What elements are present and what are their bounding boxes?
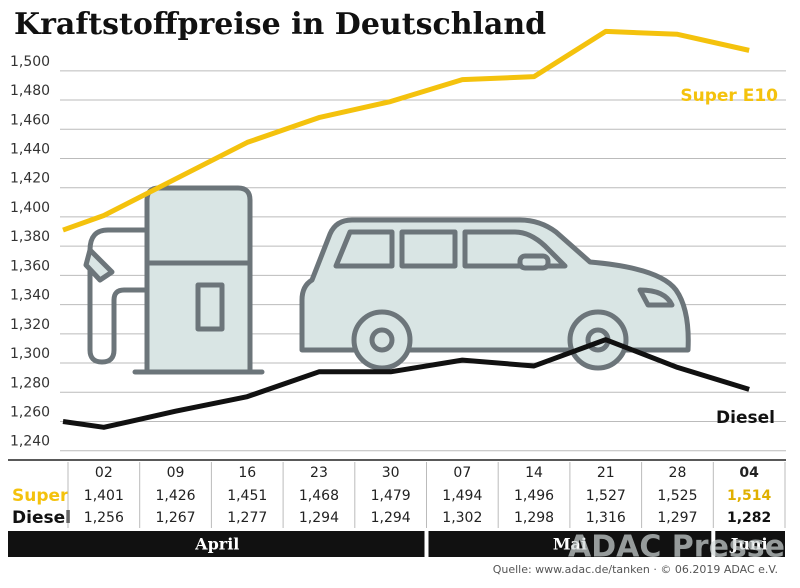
table-value: 1,527 — [586, 488, 626, 504]
table-row-label: Diesel — [12, 508, 71, 528]
table-value: 1,468 — [299, 488, 339, 504]
source-note: Quelle: www.adac.de/tanken · © 06.2019 A… — [493, 563, 778, 576]
table-value: 1,294 — [371, 510, 411, 526]
y-tick-label: 1,340 — [10, 288, 50, 304]
illustration — [83, 185, 691, 375]
y-tick-label: 1,380 — [10, 229, 50, 245]
y-tick-label: 1,500 — [10, 54, 50, 70]
month-bar — [715, 531, 785, 557]
pump-nozzle — [83, 247, 115, 283]
pump-hose — [87, 227, 150, 365]
y-tick-label: 1,260 — [10, 404, 50, 420]
x-tick-label: 02 — [95, 465, 113, 481]
table-value: 1,277 — [227, 510, 267, 526]
pump-window — [195, 282, 225, 332]
y-tick-label: 1,280 — [10, 375, 50, 391]
x-tick-label: 16 — [238, 465, 256, 481]
car-light — [637, 287, 675, 308]
table-row-label: Super — [12, 486, 69, 506]
legend-label: Diesel — [716, 408, 775, 428]
x-tick-label: 28 — [669, 465, 687, 481]
table-value: 1,297 — [657, 510, 697, 526]
table-value: 1,525 — [657, 488, 697, 504]
month-bar — [8, 531, 425, 557]
month-label: Juni — [729, 535, 768, 554]
table-value: 1,294 — [299, 510, 339, 526]
car-handle — [517, 253, 551, 271]
table-value: 1,267 — [156, 510, 196, 526]
x-tick-label: 07 — [453, 465, 471, 481]
y-tick-label: 1,360 — [10, 258, 50, 274]
table-value: 1,256 — [84, 510, 124, 526]
x-tick-label: 30 — [382, 465, 400, 481]
x-tick-label: 09 — [167, 465, 185, 481]
month-bar — [428, 531, 712, 557]
table-value: 1,514 — [727, 488, 772, 504]
fuel-pump — [144, 185, 253, 375]
table-value: 1,479 — [371, 488, 411, 504]
table-value: 1,316 — [586, 510, 626, 526]
table-value: 1,282 — [727, 510, 771, 526]
x-tick-label: 21 — [597, 465, 615, 481]
car-window-1 — [333, 229, 395, 269]
series-line — [62, 28, 750, 233]
y-tick-label: 1,320 — [10, 317, 50, 333]
plot: Super E10DieselSuperDiesel021,4011,25609… — [8, 28, 786, 557]
legend-label: Super E10 — [680, 86, 778, 106]
y-tick-label: 1,240 — [10, 434, 50, 450]
y-tick-label: 1,440 — [10, 141, 50, 157]
car-hub-front — [369, 327, 395, 353]
x-tick-label: 04 — [739, 465, 759, 481]
x-tick-label: 14 — [525, 465, 543, 481]
chart-title: Kraftstoffpreise in Deutschland — [14, 7, 546, 42]
table-value: 1,451 — [227, 488, 267, 504]
y-tick-label: 1,420 — [10, 171, 50, 187]
month-label: Mai — [553, 535, 587, 554]
table-value: 1,496 — [514, 488, 554, 504]
y-tick-label: 1,300 — [10, 346, 50, 362]
series-line — [62, 337, 750, 430]
table-value: 1,426 — [156, 488, 196, 504]
x-tick-label: 23 — [310, 465, 328, 481]
table-value: 1,494 — [442, 488, 482, 504]
table-value: 1,401 — [84, 488, 124, 504]
month-label: April — [194, 535, 239, 554]
car-window-2 — [399, 229, 458, 269]
table-value: 1,302 — [442, 510, 482, 526]
watermark: ADAC Presse — [568, 530, 785, 565]
y-tick-label: 1,480 — [10, 83, 50, 99]
y-tick-label: 1,460 — [10, 112, 50, 128]
table-value: 1,298 — [514, 510, 554, 526]
y-tick-label: 1,400 — [10, 200, 50, 216]
